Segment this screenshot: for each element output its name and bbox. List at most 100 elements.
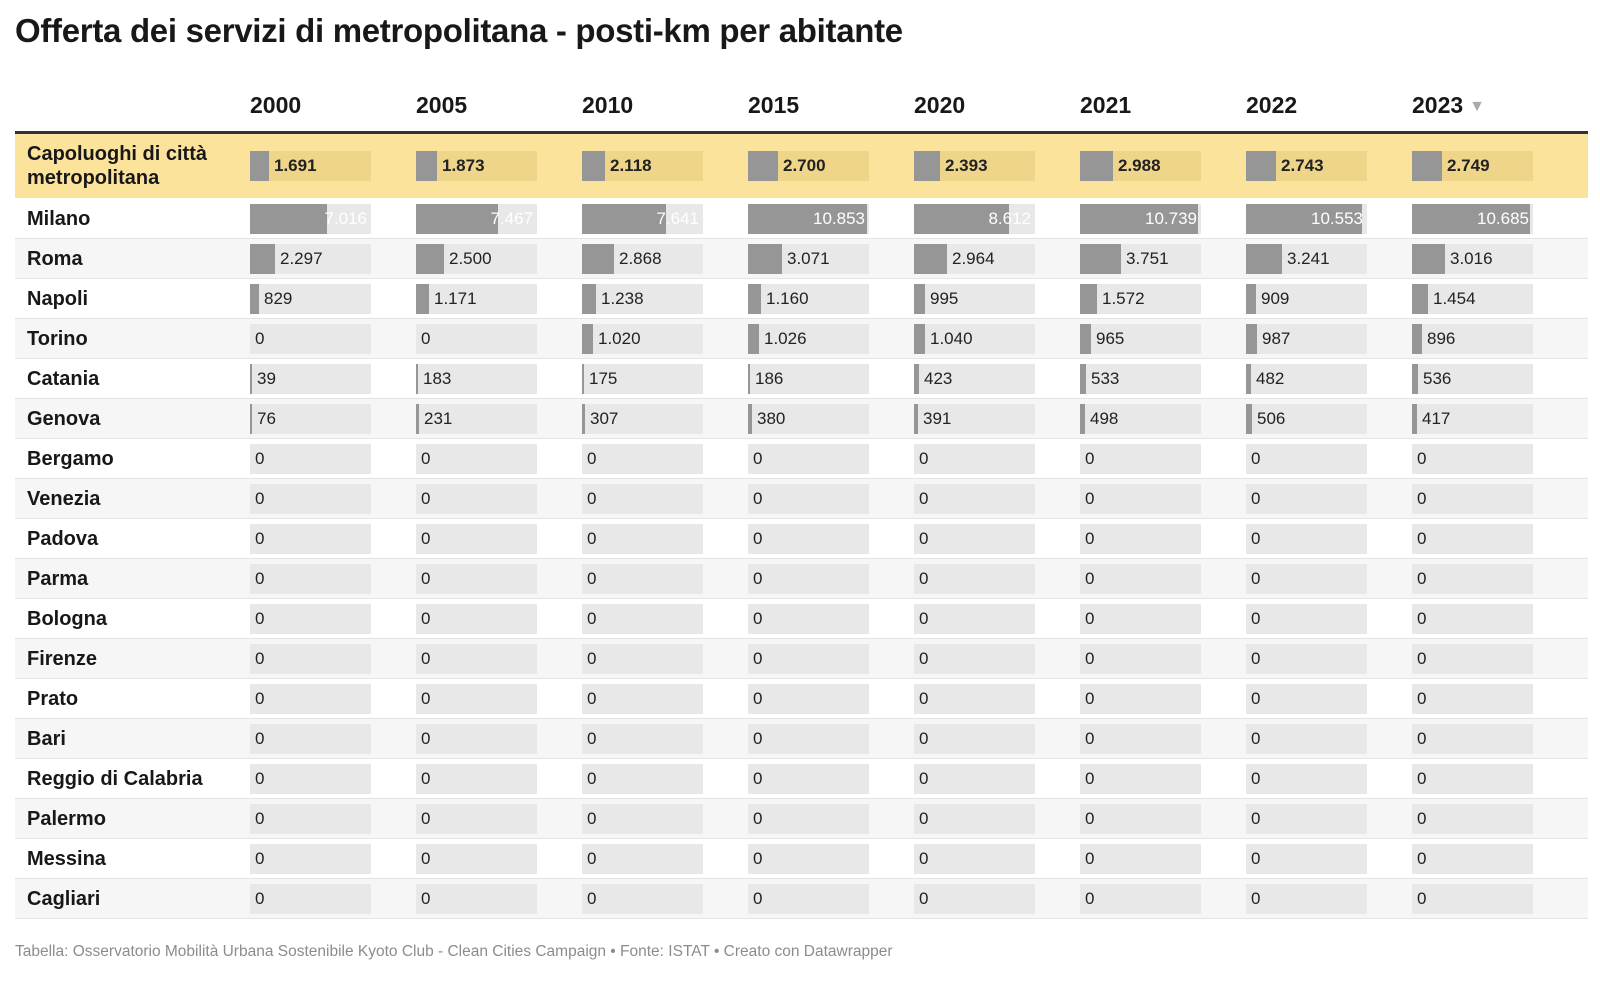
row-label: Napoli xyxy=(27,287,89,310)
value-bar xyxy=(748,151,778,181)
bar-cell: 0 xyxy=(1080,843,1201,874)
value-label: 0 xyxy=(1417,488,1427,508)
value-label: 0 xyxy=(753,568,763,588)
value-bar xyxy=(1412,323,1422,354)
value-label: 0 xyxy=(421,648,431,668)
value-bar xyxy=(582,363,584,394)
value-label: 1.238 xyxy=(601,288,644,308)
column-header-2021[interactable]: 2021 xyxy=(1080,92,1131,119)
bar-cell: 0 xyxy=(914,603,1035,634)
row-label: Messina xyxy=(27,847,106,870)
bar-cell: 0 xyxy=(250,763,371,794)
sort-descending-icon[interactable]: ▼ xyxy=(1469,97,1486,115)
value-label: 0 xyxy=(587,688,597,708)
value-label: 0 xyxy=(1085,528,1095,548)
value-bar xyxy=(1080,283,1097,314)
value-label: 380 xyxy=(757,408,786,428)
bar-cell: 533 xyxy=(1080,363,1201,394)
bar-cell: 0 xyxy=(748,563,869,594)
column-header-2022[interactable]: 2022 xyxy=(1246,92,1297,119)
column-header-label: 2010 xyxy=(582,92,634,118)
value-label: 0 xyxy=(1251,648,1261,668)
value-bar xyxy=(416,243,444,274)
bar-cell: 7.641 xyxy=(582,203,703,234)
value-label: 1.040 xyxy=(930,328,973,348)
value-label: 0 xyxy=(1417,728,1427,748)
column-header-2010[interactable]: 2010 xyxy=(582,92,633,119)
column-header-2020[interactable]: 2020 xyxy=(914,92,965,119)
bar-cell: 0 xyxy=(1246,883,1367,914)
value-label: 0 xyxy=(587,608,597,628)
value-label: 0 xyxy=(919,848,929,868)
bar-cell: 7.467 xyxy=(416,203,537,234)
value-label: 0 xyxy=(587,488,597,508)
column-header-label: 2015 xyxy=(748,92,800,118)
table-row: Padova 0 0 0 0 0 0 0 0 xyxy=(15,519,1588,559)
bar-cell: 965 xyxy=(1080,323,1201,354)
bar-cell: 0 xyxy=(1412,643,1533,674)
bar-cell: 0 xyxy=(1412,483,1533,514)
bar-cell: 0 xyxy=(1246,643,1367,674)
value-bar xyxy=(250,203,327,234)
bar-cell: 0 xyxy=(1246,683,1367,714)
value-bar xyxy=(1080,243,1121,274)
table-row: Napoli 829 1.171 1.238 1.160 995 1.572 909 1.454 xyxy=(15,279,1588,319)
bar-cell: 987 xyxy=(1246,323,1367,354)
value-bar xyxy=(1080,323,1091,354)
bar-cell: 0 xyxy=(914,443,1035,474)
value-bar xyxy=(582,151,605,181)
value-bar xyxy=(748,243,782,274)
value-label: 8.612 xyxy=(988,208,1031,228)
value-label: 39 xyxy=(257,368,276,388)
bar-cell: 1.572 xyxy=(1080,283,1201,314)
table-header: 2000 2005 2010 2015 2020 2021 2022 2023 ▼ xyxy=(15,84,1588,134)
column-header-2015[interactable]: 2015 xyxy=(748,92,799,119)
value-label: 231 xyxy=(424,408,453,428)
value-label: 0 xyxy=(1251,608,1261,628)
bar-cell: 498 xyxy=(1080,403,1201,434)
bar-cell: 2.297 xyxy=(250,243,371,274)
value-label: 896 xyxy=(1427,328,1456,348)
value-bar xyxy=(250,151,269,181)
bar-cell: 1.238 xyxy=(582,283,703,314)
value-label: 0 xyxy=(1417,768,1427,788)
bar-cell: 0 xyxy=(748,763,869,794)
value-label: 0 xyxy=(753,848,763,868)
value-label: 0 xyxy=(255,768,265,788)
column-header-2005[interactable]: 2005 xyxy=(416,92,467,119)
bar-cell: 0 xyxy=(1080,523,1201,554)
value-bar xyxy=(1080,151,1113,181)
value-label: 0 xyxy=(587,808,597,828)
bar-cell: 1.160 xyxy=(748,283,869,314)
value-label: 0 xyxy=(753,728,763,748)
value-label: 2.700 xyxy=(783,156,826,175)
bar-cell: 0 xyxy=(1412,563,1533,594)
value-label: 0 xyxy=(1085,808,1095,828)
bar-cell: 0 xyxy=(748,603,869,634)
bar-cell: 0 xyxy=(748,883,869,914)
bar-cell: 0 xyxy=(1412,603,1533,634)
bar-cell: 0 xyxy=(748,683,869,714)
bar-cell: 0 xyxy=(914,643,1035,674)
bar-cell: 0 xyxy=(250,843,371,874)
value-label: 995 xyxy=(930,288,959,308)
value-label: 0 xyxy=(753,888,763,908)
bar-cell: 2.964 xyxy=(914,243,1035,274)
bar-cell: 10.739 xyxy=(1080,203,1201,234)
value-label: 0 xyxy=(753,768,763,788)
value-label: 0 xyxy=(421,528,431,548)
bar-cell: 0 xyxy=(416,763,537,794)
row-label: Venezia xyxy=(27,487,101,510)
table-row: Cagliari 0 0 0 0 0 0 0 0 xyxy=(15,879,1588,919)
value-bar xyxy=(1246,203,1362,234)
bar-cell: 0 xyxy=(1080,763,1201,794)
bar-cell: 0 xyxy=(250,723,371,754)
bar-cell: 0 xyxy=(748,443,869,474)
row-label: Torino xyxy=(27,327,88,350)
value-label: 0 xyxy=(421,888,431,908)
column-header-2023[interactable]: 2023 ▼ xyxy=(1412,92,1485,119)
column-header-2000[interactable]: 2000 xyxy=(250,92,301,119)
table-row: Firenze 0 0 0 0 0 0 0 0 xyxy=(15,639,1588,679)
value-label: 2.988 xyxy=(1118,156,1161,175)
table-row: Bologna 0 0 0 0 0 0 0 0 xyxy=(15,599,1588,639)
